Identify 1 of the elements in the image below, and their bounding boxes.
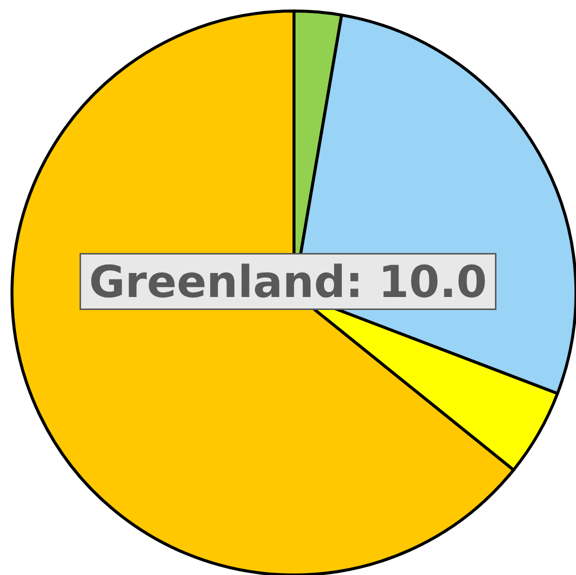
text: Greenland: 10.0 — [89, 257, 487, 308]
